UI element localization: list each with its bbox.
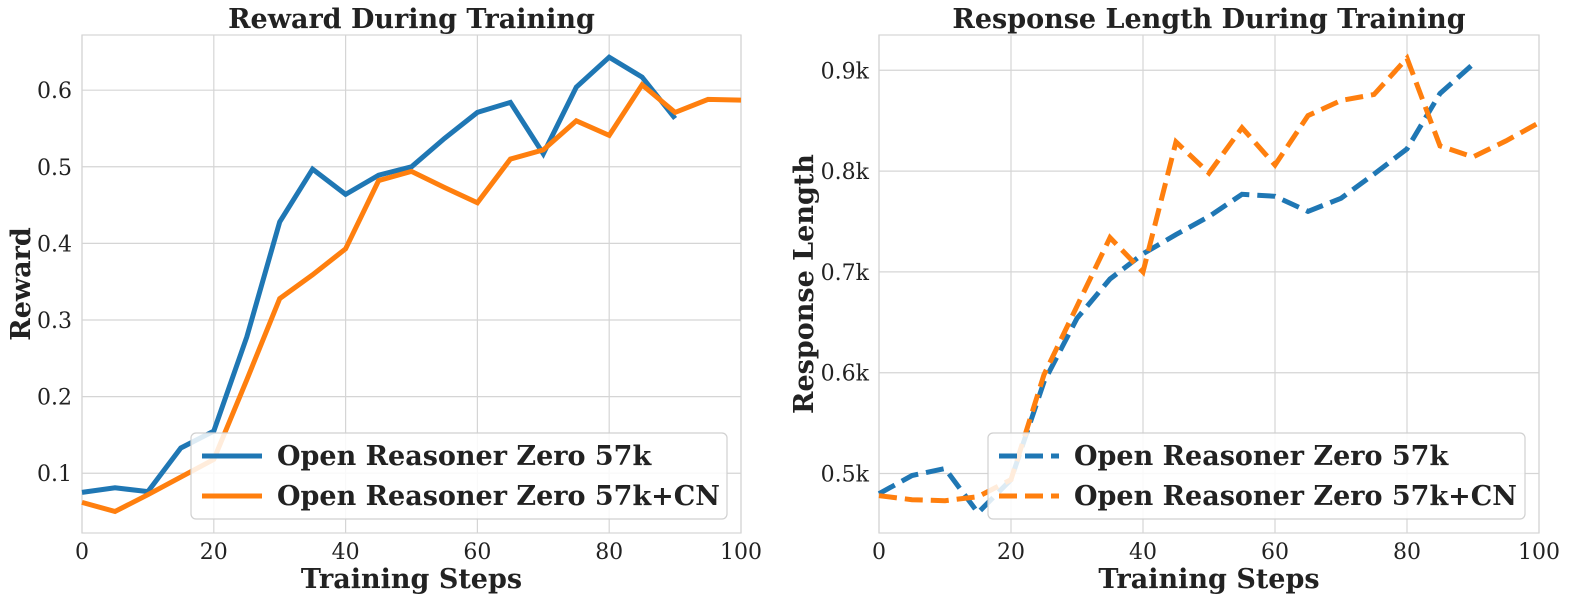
x-tick-label: 0 — [872, 540, 886, 565]
series-line-orz-57k — [877, 62, 1475, 517]
y-tick-label: 0.7k — [821, 261, 870, 286]
legend-box — [190, 432, 728, 520]
x-tick-label: 20 — [997, 540, 1025, 565]
y-tick-label: 0.8k — [821, 160, 870, 185]
legend-label: Open Reasoner Zero 57k+CN — [1074, 481, 1517, 512]
chart-title: Reward During Training — [228, 4, 595, 35]
y-tick-label: 0.1 — [37, 462, 72, 487]
x-axis-label: Training Steps — [301, 564, 522, 595]
legend-box — [987, 432, 1526, 520]
chart-2: 0 20 40 60 80 100 0.5k 0.6k 0.7k 0.8k 0.9k Response… — [789, 4, 1560, 595]
x-tick-label: 80 — [1393, 540, 1421, 565]
x-tick-label: 0 — [75, 540, 89, 565]
legend: Open Reasoner Zero 57k Open Reasoner Zero… — [987, 432, 1526, 520]
y-tick-label: 0.5k — [821, 463, 870, 488]
legend-label: Open Reasoner Zero 57k+CN — [277, 481, 720, 512]
x-tick-label: 20 — [200, 540, 228, 565]
legend: Open Reasoner Zero 57k Open Reasoner Zero… — [190, 432, 728, 520]
x-axis-label: Training Steps — [1098, 564, 1319, 595]
x-tick-label: 100 — [720, 540, 762, 565]
y-tick-label: 0.9k — [821, 59, 870, 84]
x-tick-label: 80 — [595, 540, 623, 565]
y-tick-label: 0.6 — [37, 79, 72, 104]
y-axis-label: Reward — [6, 227, 37, 341]
chart-1: 0 20 40 60 80 100 0.1 0.2 0.3 0.4 0.5 0.6 Reward Dur… — [6, 4, 762, 595]
y-tick-label: 0.6k — [821, 362, 870, 387]
legend-label: Open Reasoner Zero 57k — [1074, 441, 1449, 472]
x-tick-label: 40 — [332, 540, 360, 565]
y-axis-label: Response Length — [789, 154, 820, 414]
plot-frame — [878, 34, 1540, 534]
x-tick-label: 40 — [1129, 540, 1157, 565]
x-tick-label: 60 — [463, 540, 491, 565]
chart-title: Response Length During Training — [952, 4, 1465, 35]
y-tick-label: 0.3 — [37, 309, 72, 334]
y-tick-label: 0.4 — [37, 232, 72, 257]
x-tick-label: 60 — [1261, 540, 1289, 565]
x-tick-label: 100 — [1518, 540, 1560, 565]
legend-label: Open Reasoner Zero 57k — [277, 441, 652, 472]
y-tick-label: 0.2 — [37, 386, 72, 411]
plot-frame — [81, 34, 742, 534]
series-line-orz-57k — [81, 54, 678, 495]
y-tick-label: 0.5 — [37, 156, 72, 181]
